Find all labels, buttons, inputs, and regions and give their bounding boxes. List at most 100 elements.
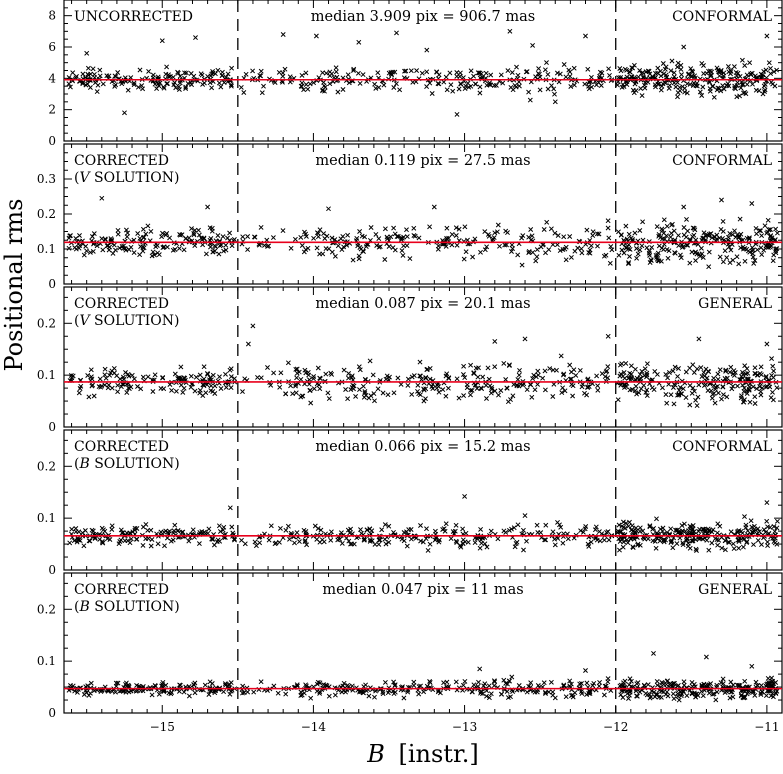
data-point [584,692,590,698]
data-point [698,245,704,251]
data-point [462,86,468,92]
data-point [550,529,556,535]
data-point [381,82,387,88]
data-point [685,72,691,77]
data-point [490,236,496,242]
data-point [597,679,603,685]
data-point [721,86,727,92]
data-point [619,247,625,253]
data-point [744,235,750,241]
data-point [410,79,416,85]
data-point [250,323,256,329]
data-point [561,682,567,688]
data-point [730,694,736,700]
data-point [135,231,141,236]
data-point [320,87,326,93]
data-point [423,536,429,542]
data-point [486,695,492,701]
data-point [95,82,101,88]
data-point [668,68,674,74]
data-point [514,64,519,70]
data-point [84,50,90,56]
data-point [385,392,391,398]
data-point [159,38,165,44]
data-point [754,247,760,253]
data-point [240,683,246,689]
data-point [548,226,554,232]
data-point [357,689,362,695]
data-point [217,374,222,380]
data-point [681,225,687,230]
data-point [398,235,404,241]
panel-left-label: (V SOLUTION) [74,170,180,186]
data-point [109,523,115,529]
data-point [677,88,683,94]
data-point [186,693,192,699]
data-point [571,82,577,88]
data-point [102,236,108,242]
data-point [454,540,460,545]
data-point [555,233,561,238]
data-point [414,68,420,74]
data-point [765,524,771,530]
data-point [601,692,607,698]
data-point [728,247,734,253]
data-point [590,229,596,235]
data-point [357,80,363,86]
data-point [676,528,682,534]
data-point [436,81,442,87]
data-point [493,82,499,88]
panel-frame [63,572,783,714]
data-point [765,217,771,223]
data-point [724,83,730,88]
data-point [668,234,674,240]
data-point [315,679,321,685]
data-point [647,252,653,258]
data-point [584,227,590,233]
data-point [329,71,335,77]
data-point [206,692,212,697]
data-points [67,323,780,409]
data-point [626,696,631,701]
data-point [720,259,726,265]
data-point [125,538,131,544]
data-point [473,81,479,87]
data-point [668,540,674,545]
data-point [729,386,735,392]
data-point [669,222,675,228]
data-point [682,85,688,91]
data-point [649,385,655,391]
data-point [750,81,755,87]
data-point [363,682,369,688]
data-point [535,70,541,76]
y-tick-label: 0.1 [37,242,56,256]
data-point [227,230,233,236]
data-point [221,80,227,86]
y-tick-label: 0.3 [37,172,56,186]
data-point [191,682,197,687]
data-point [617,66,623,71]
data-point [348,526,354,532]
data-point [632,377,638,383]
data-point [773,226,779,232]
data-point [727,260,733,266]
data-point [712,400,718,406]
data-point [283,527,289,533]
data-point [592,527,598,533]
data-point [349,375,355,381]
data-point [738,85,744,91]
data-point [421,398,427,404]
data-point [543,250,548,256]
data-point [415,388,420,394]
data-point [301,87,307,93]
data-point [531,372,537,378]
data-point [391,679,397,685]
data-point [571,535,577,541]
data-point [170,74,176,80]
data-point [87,538,93,544]
data-point [258,68,264,74]
data-point [229,65,235,71]
data-point [701,369,707,375]
data-point [298,693,304,698]
data-point [570,383,576,389]
